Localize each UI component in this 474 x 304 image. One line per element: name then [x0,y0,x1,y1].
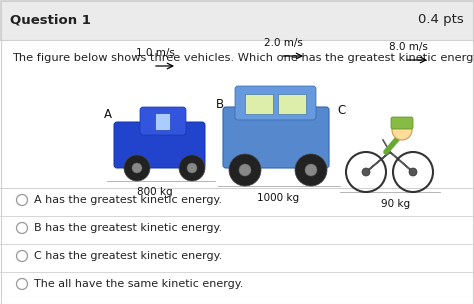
Text: C: C [338,103,346,116]
Circle shape [124,155,150,181]
FancyBboxPatch shape [140,107,186,135]
Text: 90 kg: 90 kg [382,199,410,209]
Circle shape [295,154,327,186]
Circle shape [17,250,27,261]
Circle shape [17,195,27,206]
Circle shape [305,164,317,176]
Circle shape [179,155,205,181]
Circle shape [132,163,142,173]
FancyBboxPatch shape [391,117,413,129]
Circle shape [187,163,197,173]
Text: 1.0 m/s: 1.0 m/s [136,48,174,58]
Text: Question 1: Question 1 [10,13,91,26]
Text: The figure below shows three vehicles. Which one has the greatest kinetic energy: The figure below shows three vehicles. W… [12,53,474,63]
FancyBboxPatch shape [235,86,316,120]
FancyBboxPatch shape [223,107,329,168]
FancyBboxPatch shape [278,94,306,114]
Circle shape [229,154,261,186]
Circle shape [17,278,27,289]
Text: 0.4 pts: 0.4 pts [418,13,464,26]
Text: 800 kg: 800 kg [137,187,173,197]
Circle shape [409,168,417,176]
Text: 2.0 m/s: 2.0 m/s [264,38,302,48]
Text: The all have the same kinetic energy.: The all have the same kinetic energy. [34,279,243,289]
Circle shape [362,168,370,176]
Text: A has the greatest kinetic energy.: A has the greatest kinetic energy. [34,195,222,205]
Text: C has the greatest kinetic energy.: C has the greatest kinetic energy. [34,251,222,261]
FancyBboxPatch shape [0,0,474,40]
Circle shape [239,164,251,176]
Text: B: B [216,98,224,112]
FancyBboxPatch shape [155,113,170,130]
FancyBboxPatch shape [0,40,474,304]
FancyBboxPatch shape [114,122,205,168]
Text: 8.0 m/s: 8.0 m/s [389,42,428,52]
Circle shape [392,120,412,140]
Circle shape [17,223,27,233]
Text: A: A [104,109,112,122]
Text: B has the greatest kinetic energy.: B has the greatest kinetic energy. [34,223,222,233]
Text: 1000 kg: 1000 kg [257,193,299,203]
FancyBboxPatch shape [245,94,273,114]
